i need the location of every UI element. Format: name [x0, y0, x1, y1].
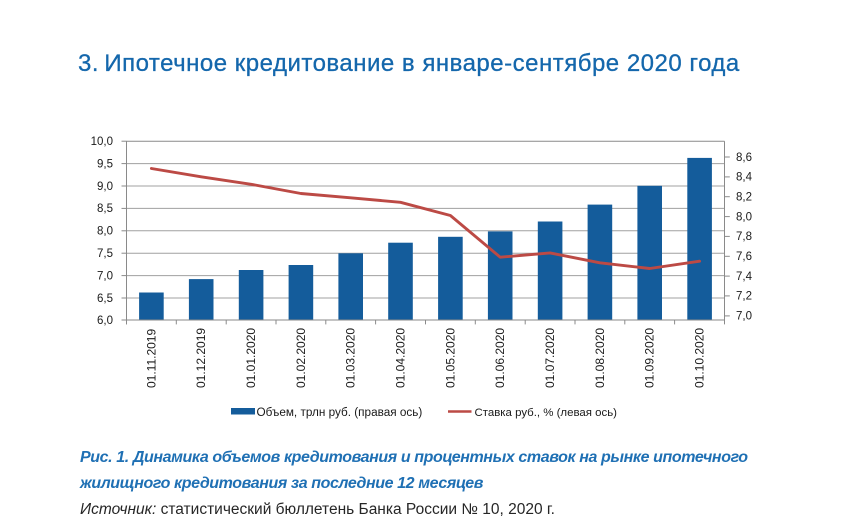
svg-text:8,2: 8,2 [736, 192, 752, 204]
svg-text:7,0: 7,0 [97, 270, 113, 282]
svg-text:01.06.2020: 01.06.2020 [493, 328, 507, 388]
svg-text:7,0: 7,0 [736, 311, 752, 323]
svg-text:01.05.2020: 01.05.2020 [443, 328, 457, 388]
svg-text:8,0: 8,0 [736, 211, 752, 223]
svg-text:10,0: 10,0 [91, 136, 113, 148]
svg-text:01.04.2020: 01.04.2020 [394, 328, 408, 388]
svg-text:7,6: 7,6 [736, 251, 752, 263]
svg-text:6,0: 6,0 [97, 315, 113, 327]
svg-text:01.02.2020: 01.02.2020 [294, 328, 308, 388]
svg-text:8,6: 8,6 [736, 152, 752, 164]
svg-text:01.07.2020: 01.07.2020 [543, 328, 557, 388]
svg-text:01.12.2019: 01.12.2019 [194, 328, 208, 388]
svg-text:9,0: 9,0 [97, 181, 113, 193]
svg-text:Ставка руб., % (левая ось): Ставка руб., % (левая ось) [475, 407, 618, 419]
svg-text:01.11.2019: 01.11.2019 [144, 329, 158, 388]
svg-text:8,5: 8,5 [97, 203, 113, 215]
svg-text:6,5: 6,5 [97, 293, 113, 305]
svg-text:8,0: 8,0 [97, 226, 113, 238]
svg-text:7,5: 7,5 [97, 248, 113, 260]
svg-text:9,5: 9,5 [97, 158, 113, 170]
svg-text:01.10.2020: 01.10.2020 [693, 328, 707, 388]
svg-text:01.01.2020: 01.01.2020 [244, 328, 258, 388]
svg-text:7,2: 7,2 [736, 291, 752, 303]
svg-text:7,8: 7,8 [736, 231, 752, 243]
svg-text:8,4: 8,4 [736, 172, 753, 184]
svg-text:01.09.2020: 01.09.2020 [643, 328, 657, 388]
svg-text:01.08.2020: 01.08.2020 [593, 328, 607, 388]
svg-text:7,4: 7,4 [736, 271, 753, 283]
svg-text:01.03.2020: 01.03.2020 [344, 328, 358, 388]
svg-text:Объем, трлн руб. (правая ось): Объем, трлн руб. (правая ось) [257, 406, 423, 419]
